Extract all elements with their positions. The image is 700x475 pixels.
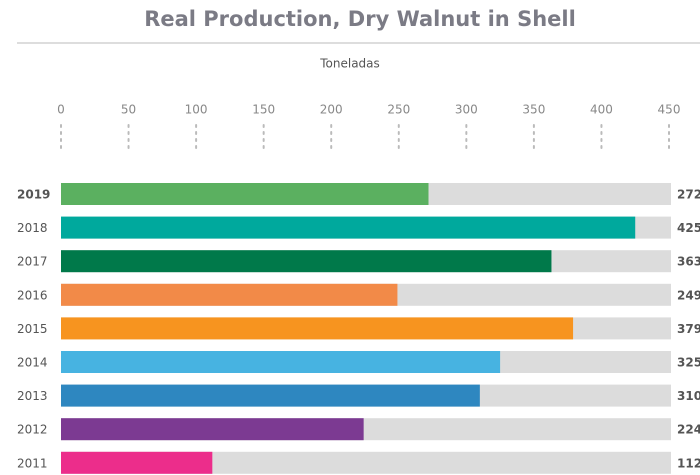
x-tick-label: 200 xyxy=(320,103,343,117)
bar xyxy=(61,384,480,407)
bar xyxy=(61,250,552,273)
bar xyxy=(61,451,213,474)
bar xyxy=(61,351,501,373)
x-tick-label: 50 xyxy=(121,103,136,117)
bar xyxy=(61,216,636,239)
value-label: 224 xyxy=(677,423,700,437)
category-label: 2016 xyxy=(17,288,48,302)
bar xyxy=(61,418,364,441)
value-label: 112 xyxy=(677,456,700,470)
category-label: 2017 xyxy=(17,255,48,269)
bar xyxy=(61,283,398,306)
value-label: 363 xyxy=(677,255,700,269)
x-tick-label: 150 xyxy=(252,103,275,117)
category-label: 2012 xyxy=(17,423,48,437)
category-label: 2015 xyxy=(17,322,48,336)
value-label: 310 xyxy=(677,389,700,403)
category-label: 2018 xyxy=(17,221,48,235)
x-tick-label: 350 xyxy=(522,103,545,117)
category-label: 2011 xyxy=(17,456,48,470)
value-label: 249 xyxy=(677,288,700,302)
x-tick-label: 300 xyxy=(455,103,478,117)
category-label: 2019 xyxy=(17,188,50,202)
value-label: 425 xyxy=(677,221,700,235)
axis-label: Toneladas xyxy=(319,57,380,71)
category-label: 2014 xyxy=(17,356,48,370)
chart-title: Real Production, Dry Walnut in Shell xyxy=(144,7,576,31)
x-tick-label: 0 xyxy=(57,103,65,117)
category-label: 2013 xyxy=(17,389,48,403)
x-tick-label: 450 xyxy=(658,103,681,117)
bar-track xyxy=(61,451,671,474)
value-label: 272 xyxy=(677,188,700,202)
x-tick-label: 250 xyxy=(387,103,410,117)
x-tick-label: 400 xyxy=(590,103,613,117)
bar xyxy=(61,183,429,205)
x-tick-label: 100 xyxy=(185,103,208,117)
value-label: 325 xyxy=(677,356,700,370)
value-label: 379 xyxy=(677,322,700,336)
bar xyxy=(61,317,574,340)
